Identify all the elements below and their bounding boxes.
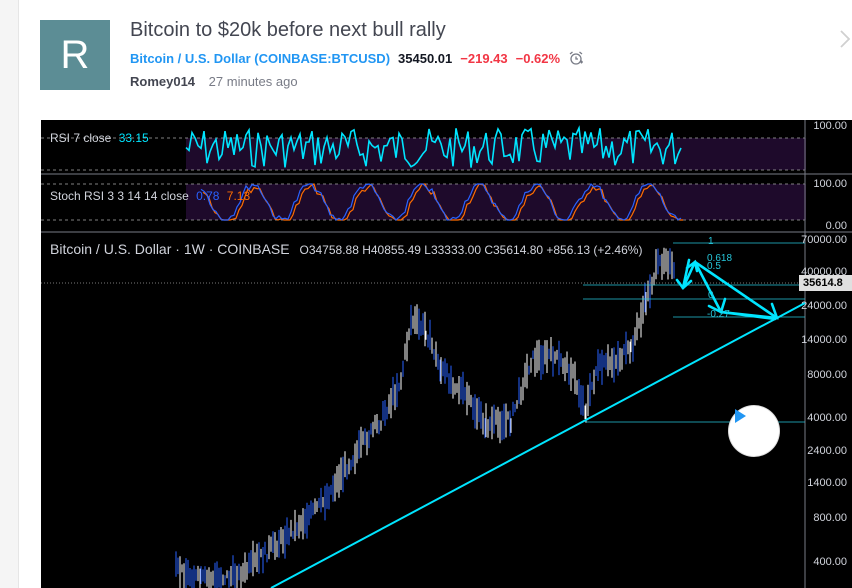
price-tick: 8000.00 xyxy=(807,369,847,381)
ohlc-values: O34758.88 H40855.49 L33333.00 C35614.80 … xyxy=(299,243,643,257)
rsi-title: RSI 7 close xyxy=(50,131,112,145)
main-legend[interactable]: Bitcoin / U.S. Dollar · 1W · COINBASE O3… xyxy=(50,241,642,257)
left-sidebar xyxy=(0,0,19,588)
symbol-line: Bitcoin / U.S. Dollar (COINBASE:BTCUSD) … xyxy=(130,50,584,66)
candlestick-series xyxy=(175,247,675,588)
price-tick: 4000.00 xyxy=(807,412,847,424)
stoch-k-value: 0.78 xyxy=(196,189,220,203)
price-change: −219.43 xyxy=(460,50,508,66)
chart-canvas[interactable] xyxy=(41,120,852,588)
author-line: Romey014 27 minutes ago xyxy=(130,74,298,89)
symbol-link[interactable]: Bitcoin / U.S. Dollar (COINBASE:BTCUSD) xyxy=(130,51,390,66)
author-name[interactable]: Romey014 xyxy=(130,74,196,89)
stoch-label[interactable]: Stoch RSI 3 3 14 14 close 0.78 7.13 xyxy=(50,189,250,203)
stoch-axis-top: 100.00 xyxy=(813,178,847,190)
price-tick: 24000.00 xyxy=(801,300,847,312)
chart-area[interactable]: RSI 7 close 33.15 100.00 Stoch RSI 3 3 1… xyxy=(41,120,852,588)
stoch-band xyxy=(186,184,806,220)
fib-retracement[interactable] xyxy=(583,242,805,423)
author-avatar[interactable]: R xyxy=(40,20,110,90)
stoch-axis-bottom: 0.00 xyxy=(825,220,847,232)
play-button[interactable] xyxy=(729,406,779,456)
rsi-axis-top: 100.00 xyxy=(813,120,847,132)
price-tick: 800.00 xyxy=(813,512,847,524)
rsi-line xyxy=(185,125,682,168)
stoch-k-line xyxy=(200,182,682,221)
fib-label-0618: 0.618 xyxy=(707,253,733,264)
price-tick: 1400.00 xyxy=(807,477,847,489)
last-price-tag: 35614.8 xyxy=(799,275,852,291)
symbol-code[interactable]: (COINBASE:BTCUSD) xyxy=(254,50,391,66)
price-tick: 400.00 xyxy=(813,556,847,568)
chevron-right-icon[interactable] xyxy=(838,28,852,50)
trendline[interactable] xyxy=(270,302,806,588)
price-tick: 14000.00 xyxy=(801,334,847,346)
price-change-percent: −0.62% xyxy=(515,50,561,66)
main-series-title: Bitcoin / U.S. Dollar · 1W · COINBASE xyxy=(50,241,290,257)
rsi-label[interactable]: RSI 7 close 33.15 xyxy=(50,131,149,145)
idea-title[interactable]: Bitcoin to $20k before next bull rally xyxy=(130,19,446,41)
fib-label-minus027: -0.27 xyxy=(707,309,730,320)
stoch-title: Stoch RSI 3 3 14 14 close xyxy=(50,189,189,203)
fib-label-1: 1 xyxy=(708,236,714,247)
rsi-value: 33.15 xyxy=(118,131,149,145)
stoch-d-value: 7.13 xyxy=(226,189,251,203)
projection-arrows[interactable] xyxy=(675,258,779,321)
play-icon xyxy=(735,409,746,423)
price-tick: 2400.00 xyxy=(807,445,847,457)
price-tick: 70000.00 xyxy=(801,234,847,246)
publish-time: 27 minutes ago xyxy=(208,74,298,89)
alarm-clock-icon[interactable] xyxy=(568,50,584,66)
fib-label-0: 0 xyxy=(708,290,714,301)
symbol-name[interactable]: Bitcoin / U.S. Dollar xyxy=(130,50,251,66)
fib-label-05: 0.5 xyxy=(707,261,721,272)
last-price: 35450.01 xyxy=(398,50,453,66)
